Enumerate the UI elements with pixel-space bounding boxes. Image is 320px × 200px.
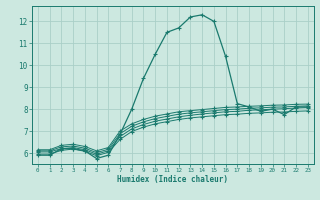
X-axis label: Humidex (Indice chaleur): Humidex (Indice chaleur) [117,175,228,184]
